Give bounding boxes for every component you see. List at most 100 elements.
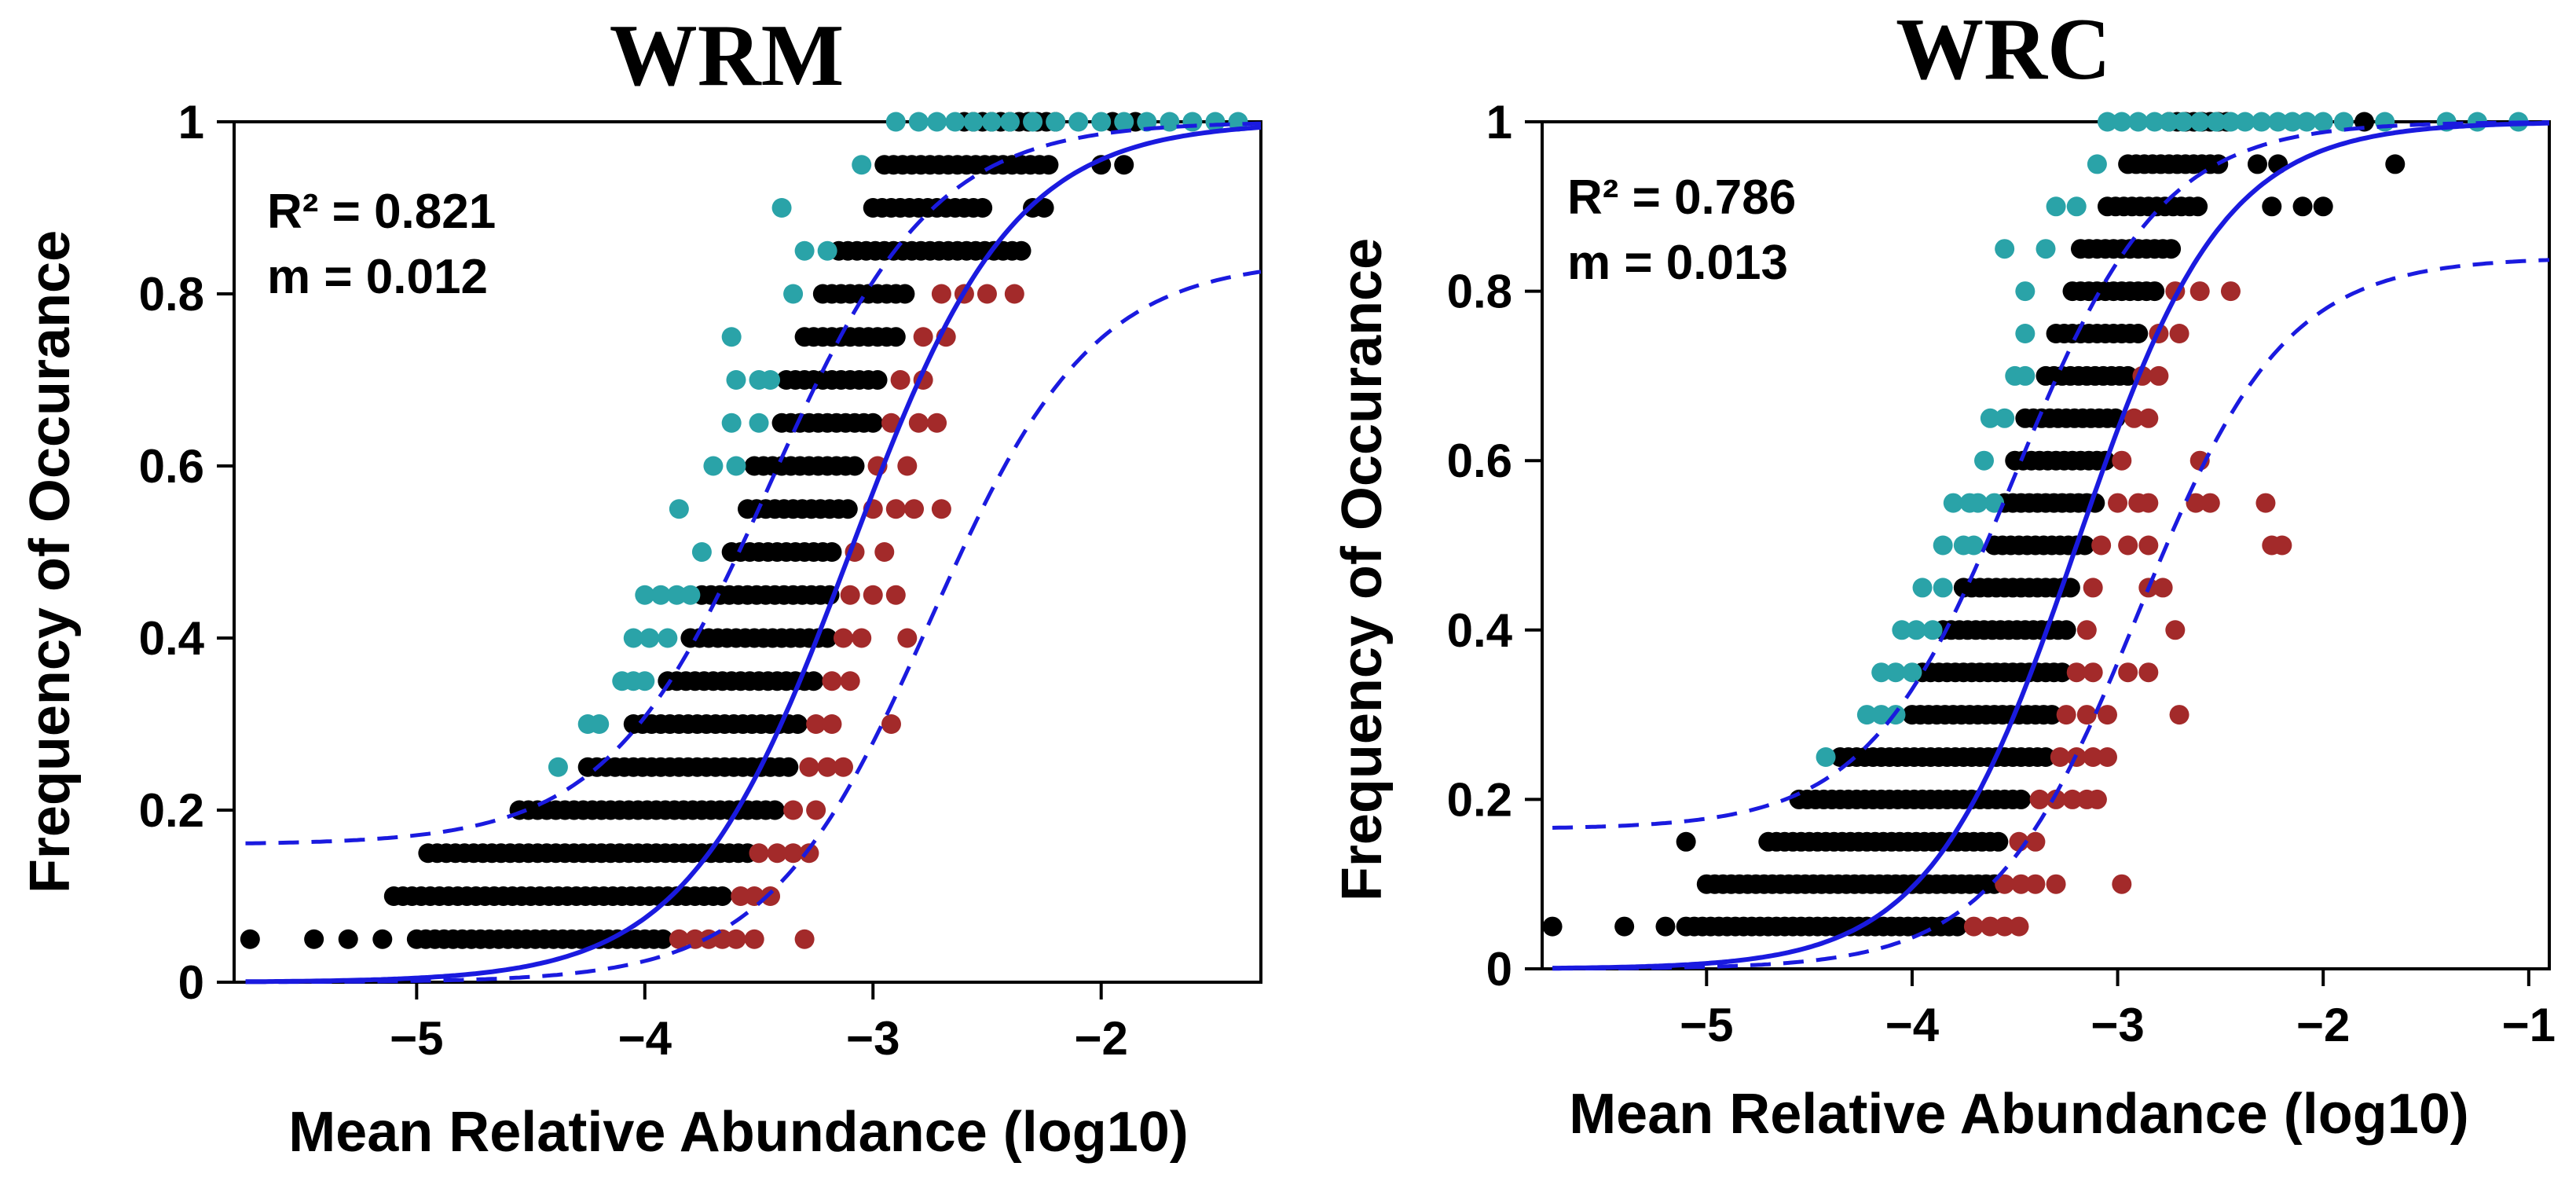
data-point [822, 671, 842, 691]
data-point [840, 671, 860, 691]
data-point [1816, 747, 1836, 767]
data-point [1974, 450, 1995, 471]
data-point [1004, 284, 1024, 304]
data-point [2333, 112, 2354, 132]
data-point [2235, 112, 2255, 132]
plot-frame [1541, 120, 2551, 970]
data-point [794, 929, 815, 949]
data-point [2108, 493, 2128, 513]
data-point [833, 757, 853, 777]
data-point [2138, 535, 2159, 556]
data-point [852, 628, 872, 648]
data-point [2112, 112, 2132, 132]
data-point [840, 585, 860, 605]
data-point [890, 370, 911, 390]
data-point [1922, 620, 1943, 640]
data-point [804, 671, 824, 691]
data-point [927, 112, 947, 132]
data-point [897, 456, 918, 476]
data-point [2046, 874, 2066, 894]
data-point [658, 628, 678, 648]
data-point [2046, 196, 2066, 217]
data-point [2169, 324, 2189, 343]
data-point [817, 628, 837, 648]
data-point [833, 628, 853, 648]
y-tick-label: 0 [1486, 943, 1512, 996]
data-point [2247, 154, 2267, 174]
data-point [2165, 620, 2186, 640]
data-point [863, 413, 883, 433]
data-point [2087, 154, 2107, 174]
data-point [304, 929, 324, 949]
y-tick-label: 0.6 [1447, 435, 1512, 487]
y-tick-label: 0.4 [1447, 604, 1513, 657]
data-point [1011, 240, 1031, 261]
data-point [1039, 155, 1059, 175]
data-point [635, 671, 655, 691]
data-point [845, 456, 865, 476]
r-squared-label: R² = 0.821 [267, 185, 496, 239]
x-tick-label: −5 [1680, 999, 1733, 1051]
data-point [913, 327, 933, 347]
data-point [2056, 705, 2076, 725]
data-point [760, 370, 781, 390]
data-point [2118, 365, 2138, 386]
data-point [1943, 493, 1963, 513]
data-point [2206, 112, 2226, 132]
data-point [881, 714, 901, 734]
data-point [817, 757, 837, 777]
data-point [1995, 408, 2015, 428]
data-point [669, 499, 689, 519]
data-point [635, 585, 655, 605]
data-point [691, 542, 712, 562]
data-points [240, 112, 1248, 949]
fitted-curve [1552, 120, 2550, 971]
data-point [1980, 408, 2000, 428]
data-point [817, 240, 837, 261]
data-point [2046, 789, 2066, 809]
data-point [2128, 324, 2149, 343]
data-point [895, 284, 915, 304]
data-point [799, 757, 819, 777]
chart-wrm: WRM Frequency of Occurance Mean Relative… [19, 7, 1262, 1164]
data-point [2056, 620, 2076, 640]
data-point [1980, 916, 2000, 937]
data-point [779, 757, 799, 777]
data-point [977, 284, 997, 304]
x-tick-label: −4 [618, 1012, 672, 1065]
data-point [1542, 916, 1563, 937]
data-point [2087, 789, 2107, 809]
y-tick-label: 0 [178, 956, 204, 1009]
y-tick-label: 0.2 [1447, 773, 1512, 826]
data-point [1655, 916, 1676, 937]
data-point [794, 240, 815, 261]
data-point [2138, 662, 2159, 683]
y-tick-label: 0.4 [139, 612, 205, 665]
data-point [650, 585, 671, 605]
data-point [1114, 155, 1134, 175]
x-axis-title: Mean Relative Abundance (log10) [288, 1101, 1189, 1164]
data-point [726, 456, 746, 476]
data-point [2220, 281, 2241, 302]
data-point [2255, 493, 2276, 513]
data-point [863, 585, 883, 605]
data-point [897, 628, 918, 648]
data-point [1046, 112, 1066, 132]
data-point [1995, 239, 2015, 259]
data-point [771, 198, 792, 218]
r-squared-label: R² = 0.786 [1567, 171, 1796, 225]
data-point [2118, 535, 2138, 556]
data-point [639, 628, 660, 648]
data-point [1947, 916, 1967, 937]
x-tick-label: −3 [846, 1012, 900, 1065]
data-point [2153, 578, 2173, 598]
data-point [760, 886, 781, 906]
data-point [1676, 831, 1696, 852]
data-point [1912, 578, 1933, 598]
plot-frame [233, 120, 1262, 984]
data-point [2011, 789, 2032, 809]
data-point [2268, 112, 2288, 132]
data-point [2252, 112, 2272, 132]
data-point [837, 499, 858, 519]
chart-title: WRM [610, 7, 845, 105]
